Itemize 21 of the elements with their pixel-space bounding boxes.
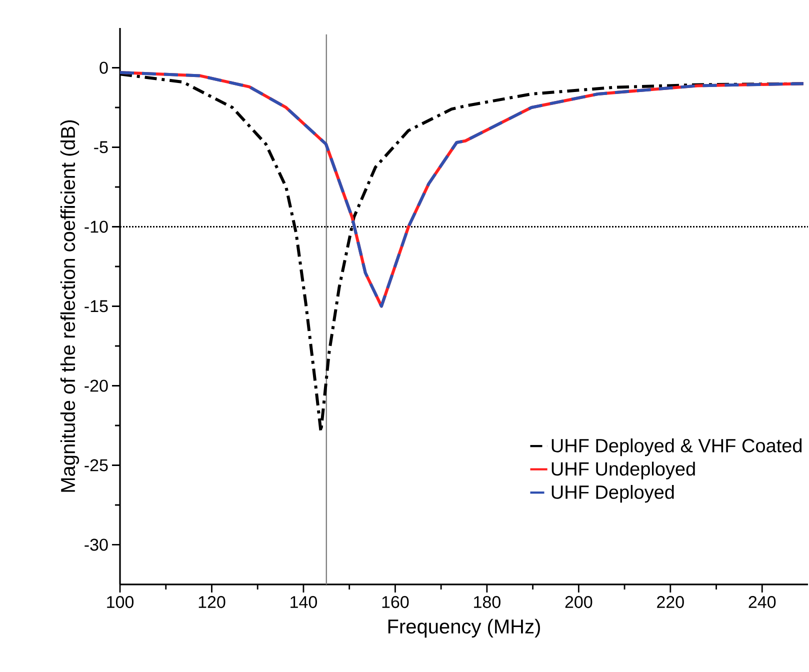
legend-label: UHF Deployed & VHF Coated — [552, 438, 802, 456]
x-axis-title: Frequency (MHz) — [388, 618, 540, 638]
x-tick-label: 100 — [107, 596, 134, 608]
x-tick-label: 200 — [565, 596, 592, 608]
y-tick-label: -10 — [84, 220, 108, 233]
x-tick-label: 180 — [474, 596, 500, 608]
y-tick-label: 0 — [100, 62, 108, 74]
x-tick-label: 120 — [198, 596, 226, 608]
legend-label: UHF Deployed — [552, 484, 674, 503]
x-tick-label: 160 — [382, 596, 409, 608]
legend-label: UHF Undeployed — [552, 462, 695, 480]
line-series — [120, 71, 805, 308]
y-tick-label: -15 — [84, 300, 108, 312]
y-tick-label: -20 — [84, 380, 108, 392]
y-tick-label: -5 — [94, 141, 108, 154]
y-tick-label: -30 — [84, 538, 108, 551]
x-tick-label: 240 — [748, 596, 776, 608]
x-tick-label: 220 — [657, 596, 684, 608]
y-tick-label: -25 — [84, 459, 108, 472]
y-axis-title: Magnitude of the reflection coefficient (dB) — [60, 120, 80, 492]
x-tick-label: 140 — [290, 596, 317, 608]
